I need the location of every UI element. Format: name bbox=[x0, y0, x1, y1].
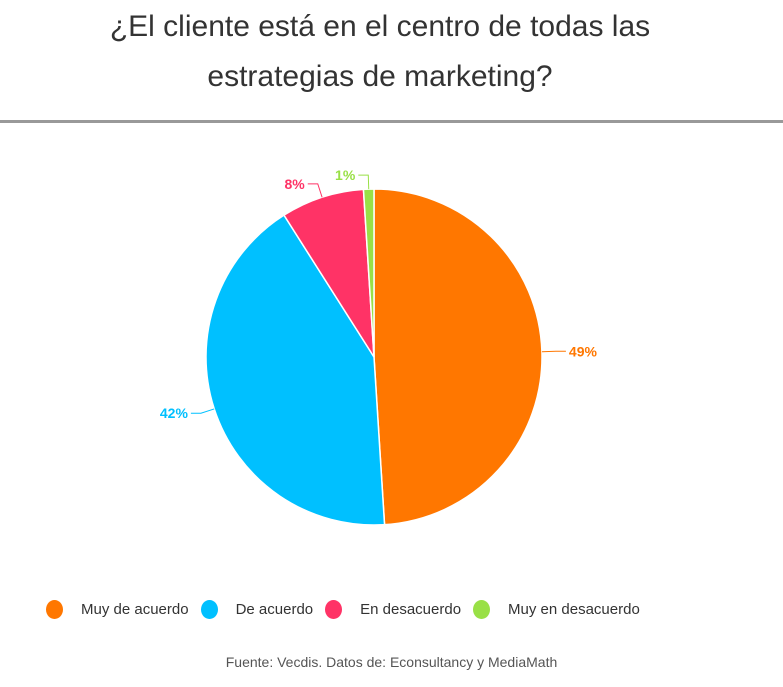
legend-label: De acuerdo bbox=[235, 601, 314, 618]
label-leader-line bbox=[358, 174, 370, 190]
legend-item[interactable]: En desacuerdo bbox=[325, 600, 461, 619]
data-label: 49% bbox=[569, 343, 598, 359]
legend-label: Muy en desacuerdo bbox=[508, 601, 640, 618]
pie-slice[interactable] bbox=[362, 188, 375, 358]
data-label: 42% bbox=[160, 405, 189, 421]
chart-title: ¿El cliente está en el centro de todas l… bbox=[0, 2, 760, 102]
legend-label: En desacuerdo bbox=[360, 601, 462, 618]
legend-item[interactable]: Muy en desacuerdo bbox=[473, 600, 640, 619]
title-line-2: estrategias de marketing? bbox=[207, 60, 553, 93]
legend-label: Muy de acuerdo bbox=[81, 601, 189, 618]
legend-marker bbox=[325, 600, 343, 619]
pie-chart: 49% 42% 8% 1% bbox=[160, 167, 598, 526]
label-leader-line bbox=[190, 408, 215, 414]
data-label: 1% bbox=[335, 167, 356, 183]
source-note: Fuente: Vecdis. Datos de: Econsultancy y… bbox=[225, 654, 558, 670]
label-leader-line bbox=[307, 183, 323, 198]
legend-marker bbox=[200, 600, 218, 619]
title-line-1: ¿El cliente está en el centro de todas l… bbox=[109, 10, 651, 43]
legend-marker bbox=[473, 600, 491, 619]
legend-item[interactable]: Muy de acuerdo bbox=[46, 600, 189, 619]
header-divider bbox=[0, 120, 783, 123]
legend: Muy de acuerdo De acuerdo En desacuerdo … bbox=[46, 600, 652, 619]
pie-slice[interactable] bbox=[373, 188, 543, 526]
legend-item[interactable]: De acuerdo bbox=[200, 600, 314, 619]
data-label: 8% bbox=[285, 176, 306, 192]
legend-marker bbox=[46, 600, 63, 619]
